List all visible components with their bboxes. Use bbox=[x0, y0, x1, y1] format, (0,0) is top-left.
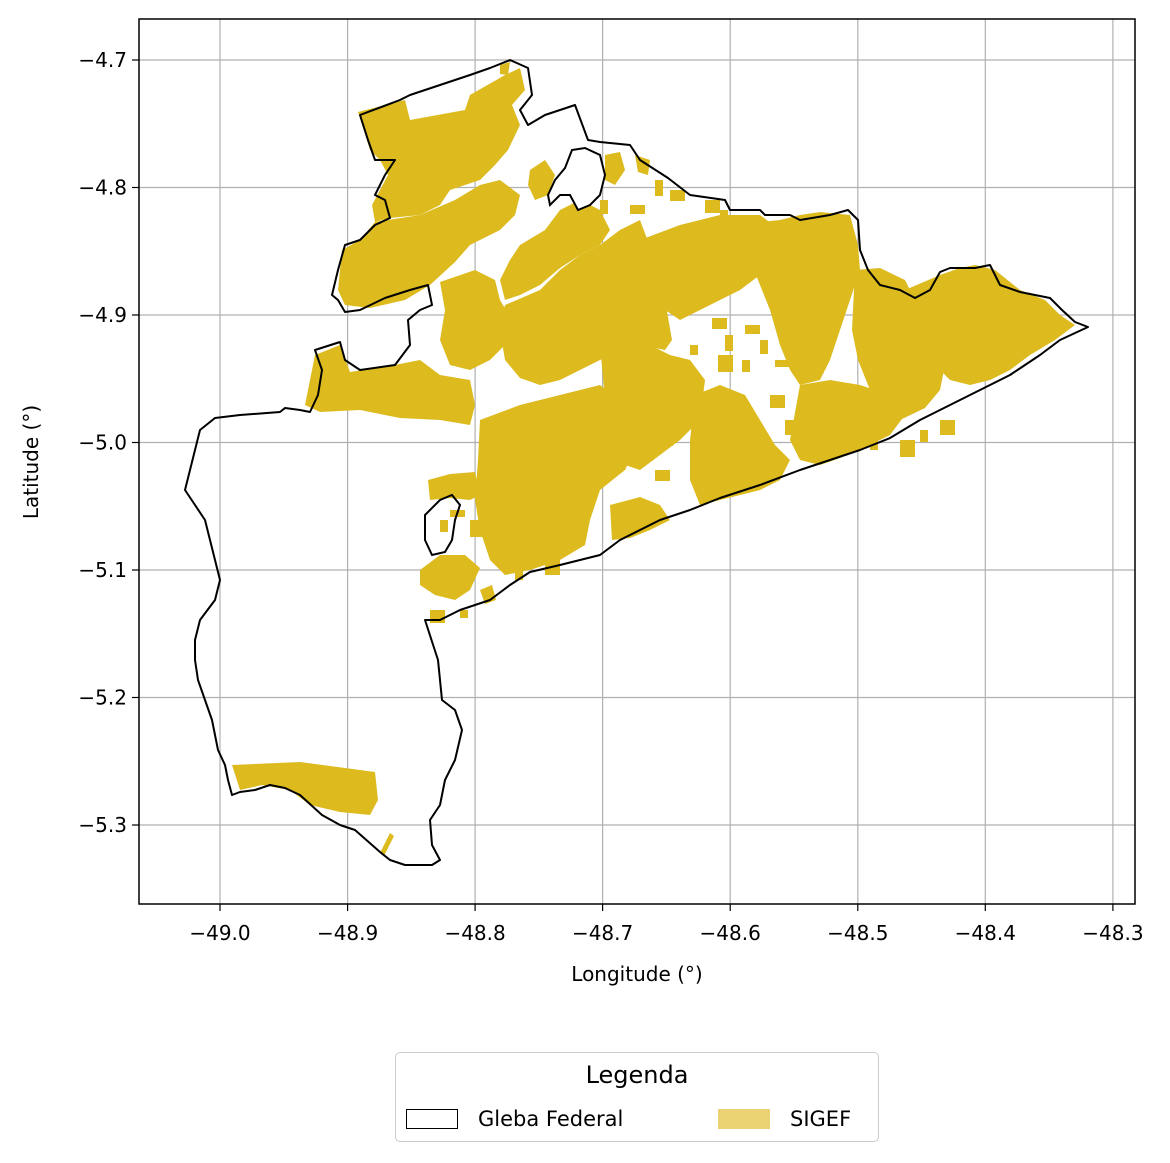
legend-item-sigef: SIGEF bbox=[718, 1107, 851, 1131]
sigef-parcel bbox=[900, 440, 915, 457]
x-tick-label: −48.5 bbox=[827, 921, 888, 945]
sigef-parcel bbox=[730, 440, 738, 446]
legend-label-gleba: Gleba Federal bbox=[478, 1107, 623, 1131]
sigef-parcel bbox=[775, 360, 790, 367]
sigef-parcel bbox=[610, 497, 670, 540]
y-tick-label: −4.9 bbox=[78, 303, 127, 327]
sigef-parcel bbox=[428, 472, 480, 500]
sigef-parcel bbox=[585, 465, 600, 474]
x-tick-label: −49.0 bbox=[189, 921, 250, 945]
sigef-parcel bbox=[742, 360, 750, 372]
sigef-parcel bbox=[730, 212, 860, 385]
y-tick-label: −5.3 bbox=[78, 813, 127, 837]
sigef-parcel bbox=[745, 325, 760, 334]
sigef-parcel bbox=[720, 210, 728, 216]
legend-item-gleba: Gleba Federal bbox=[406, 1107, 623, 1131]
sigef-parcel bbox=[430, 610, 445, 623]
sigef-parcel bbox=[785, 420, 800, 435]
x-tick-label: −48.3 bbox=[1082, 921, 1143, 945]
legend-swatch-gleba bbox=[406, 1109, 458, 1129]
sigef-parcel bbox=[718, 355, 733, 372]
sigef-parcel bbox=[770, 395, 785, 408]
legend-label-sigef: SIGEF bbox=[790, 1107, 851, 1131]
sigef-parcel bbox=[670, 190, 685, 201]
sigef-parcel bbox=[605, 152, 625, 185]
sigef-parcel bbox=[940, 420, 955, 435]
sigef-parcel bbox=[700, 300, 708, 306]
sigef-parcel bbox=[232, 762, 378, 815]
x-tick-label: −48.4 bbox=[955, 921, 1016, 945]
x-tick-label: −48.7 bbox=[572, 921, 633, 945]
x-axis-label: Longitude (°) bbox=[571, 962, 702, 986]
sigef-parcel bbox=[540, 470, 555, 477]
sigef-parcel bbox=[560, 440, 568, 454]
sigef-parcel bbox=[600, 200, 608, 214]
sigef-parcel bbox=[690, 345, 698, 355]
legend: Legenda Gleba Federal SIGEF bbox=[395, 1052, 879, 1142]
sigef-parcel bbox=[760, 340, 768, 354]
sigef-parcel bbox=[705, 200, 720, 213]
y-axis-ticks: −4.7 −4.8 −4.9 −5.0 −5.1 −5.2 −5.3 bbox=[78, 48, 139, 837]
x-tick-label: −48.6 bbox=[700, 921, 761, 945]
sigef-parcel bbox=[440, 270, 512, 370]
sigef-parcel bbox=[655, 470, 670, 481]
sigef-parcel bbox=[712, 318, 727, 329]
y-tick-label: −4.8 bbox=[78, 176, 127, 200]
sigef-parcel bbox=[655, 180, 663, 196]
sigef-parcel bbox=[725, 335, 733, 351]
y-axis-label: Latitude (°) bbox=[19, 405, 43, 519]
sigef-parcel bbox=[420, 555, 480, 600]
sigef-parcel bbox=[920, 430, 928, 442]
sigef-parcel bbox=[810, 410, 818, 418]
sigef-parcel bbox=[470, 520, 485, 537]
y-tick-label: −4.7 bbox=[78, 48, 127, 72]
y-tick-label: −5.0 bbox=[78, 431, 127, 455]
sigef-parcel bbox=[665, 430, 673, 446]
sigef-parcel bbox=[460, 610, 468, 618]
sigef-parcel bbox=[690, 225, 698, 233]
sigef-parcel bbox=[440, 520, 448, 532]
x-axis-ticks: −49.0 −48.9 −48.8 −48.7 −48.6 −48.5 −48.4 −48.3 bbox=[189, 904, 1143, 945]
x-tick-label: −48.8 bbox=[444, 921, 505, 945]
sigef-parcels bbox=[232, 62, 1075, 856]
x-tick-label: −48.9 bbox=[317, 921, 378, 945]
sigef-parcel bbox=[630, 205, 645, 214]
legend-title: Legenda bbox=[396, 1061, 878, 1089]
legend-swatch-sigef bbox=[718, 1109, 770, 1129]
gleba-outline-hole bbox=[548, 148, 605, 210]
y-tick-label: −5.1 bbox=[78, 558, 127, 582]
y-tick-label: −5.2 bbox=[78, 686, 127, 710]
